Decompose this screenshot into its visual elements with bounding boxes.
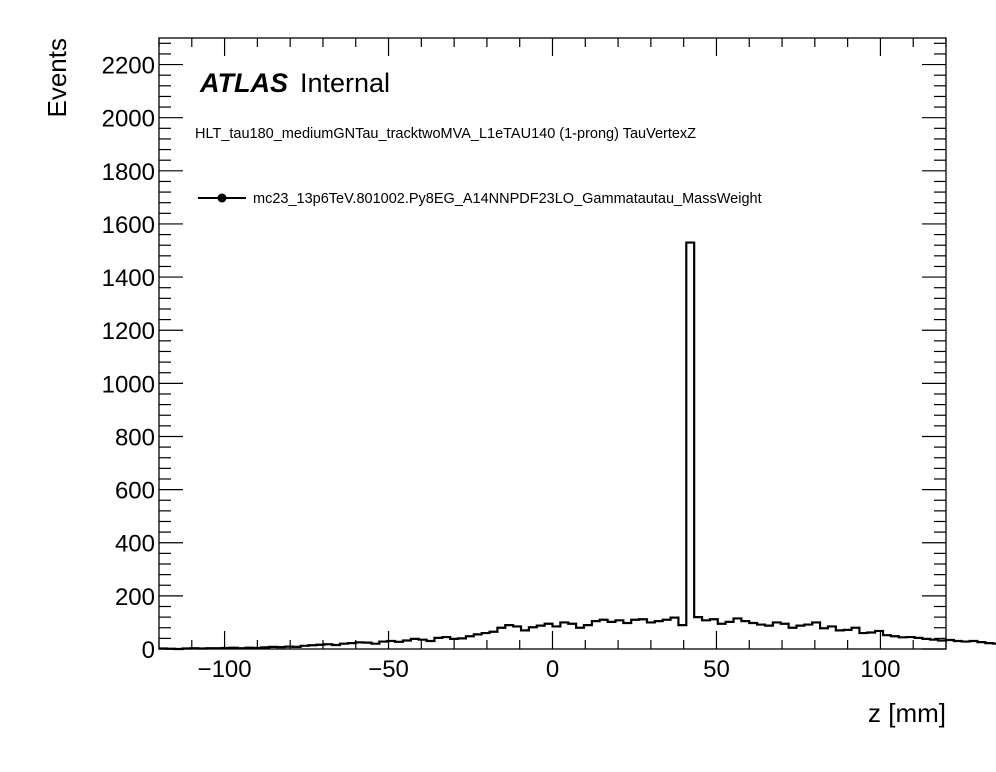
x-tick-label: −50 (368, 656, 409, 683)
legend-entry-label: mc23_13p6TeV.801002.Py8EG_A14NNPDF23LO_G… (253, 191, 762, 207)
atlas-internal-label: Internal (300, 68, 390, 98)
legend: mc23_13p6TeV.801002.Py8EG_A14NNPDF23LO_G… (198, 191, 762, 207)
atlas-label: ATLAS (199, 68, 288, 98)
x-tick-labels: −100 −50 0 50 100 (198, 656, 901, 683)
histogram-series-line (159, 241, 996, 651)
x-tick-label: 0 (546, 656, 559, 683)
y-tick-label: 600 (115, 478, 155, 505)
y-tick-label: 1000 (102, 371, 155, 398)
x-axis-title: z [mm] (868, 698, 946, 728)
y-tick-label: 0 (142, 637, 155, 664)
y-tick-label: 2200 (102, 53, 155, 80)
y-tick-label: 1800 (102, 159, 155, 186)
y-tick-label: 200 (115, 584, 155, 611)
y-tick-label: 1400 (102, 265, 155, 292)
axis-ticks (158, 38, 947, 650)
x-tick-label: 100 (860, 656, 900, 683)
y-tick-label: 2000 (102, 106, 155, 133)
y-axis-title: Events (42, 38, 72, 118)
y-tick-label: 1600 (102, 212, 155, 239)
plot-frame (158, 37, 947, 650)
x-tick-label: −100 (198, 656, 252, 683)
y-tick-labels: 0 200 400 600 800 1000 1200 1400 1600 1800 2000 220… (102, 53, 155, 664)
x-tick-label: 50 (703, 656, 730, 683)
plot-subtitle: HLT_tau180_mediumGNTau_tracktwoMVA_L1eTA… (195, 126, 696, 142)
y-tick-label: 1200 (102, 318, 155, 345)
y-tick-label: 800 (115, 424, 155, 451)
legend-marker-dot (217, 193, 227, 203)
y-tick-label: 400 (115, 531, 155, 558)
